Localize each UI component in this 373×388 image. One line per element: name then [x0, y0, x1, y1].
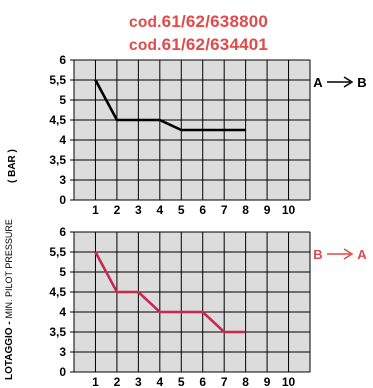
x-tick-label: 10 — [282, 203, 296, 217]
arrow-head-icon — [343, 76, 354, 88]
y-tick-label: 5 — [59, 93, 66, 107]
y-tick-label: 0 — [59, 365, 66, 379]
x-tick-label: 4 — [156, 203, 163, 217]
y-tick-label: 4,5 — [49, 113, 66, 127]
arrow-head-icon — [343, 248, 354, 260]
x-tick-label: 9 — [264, 203, 271, 217]
x-tick-label: 1 — [92, 203, 99, 217]
y-tick-label: 5,5 — [49, 73, 66, 87]
x-tick-label: 8 — [242, 375, 249, 388]
x-tick-label: 3 — [135, 203, 142, 217]
y-tick-label: 6 — [59, 53, 66, 67]
y-tick-label: 6 — [59, 225, 66, 239]
x-tick-label: 4 — [156, 375, 163, 388]
x-tick-label: 6 — [199, 203, 206, 217]
y-tick-label: 4 — [59, 133, 66, 147]
y-tick-label: 5,5 — [49, 245, 66, 259]
x-tick-label: 6 — [199, 375, 206, 388]
x-tick-label: 1 — [92, 375, 99, 388]
x-tick-label: 7 — [221, 203, 228, 217]
x-tick-label: 3 — [135, 375, 142, 388]
x-tick-label: 5 — [178, 375, 185, 388]
y-tick-label: 3,5 — [49, 153, 66, 167]
flow-to: B — [357, 75, 366, 90]
flow-from: A — [313, 75, 323, 90]
x-tick-label: 10 — [282, 375, 296, 388]
y-tick-label: 3 — [59, 173, 66, 187]
series-line — [94, 79, 246, 132]
x-tick-label: 5 — [178, 203, 185, 217]
product-code-1: cod.61/62/638800 — [129, 12, 269, 31]
y-axis-unit: ( BAR ) — [7, 149, 18, 183]
y-tick-label: 3 — [59, 345, 66, 359]
flow-to: A — [357, 247, 367, 262]
flow-from: B — [313, 247, 322, 262]
y-tick-label: 5 — [59, 265, 66, 279]
y-axis-unit-text: ( BAR ) — [7, 149, 18, 183]
y-tick-label: 3,5 — [49, 325, 66, 339]
x-tick-label: 2 — [114, 375, 121, 388]
y-tick-label: 4 — [59, 305, 66, 319]
y-axis-title-text: LOTAGGIO - MIN. PILOT PRESSURE — [4, 219, 15, 380]
x-tick-label: 8 — [242, 203, 249, 217]
x-tick-label: 9 — [264, 375, 271, 388]
plot-background — [74, 232, 310, 372]
y-tick-label: 4,5 — [49, 285, 66, 299]
x-tick-label: 2 — [114, 203, 121, 217]
y-axis-title: LOTAGGIO - MIN. PILOT PRESSURE — [4, 219, 15, 380]
product-code-2-value: 61/62/634401 — [161, 35, 269, 54]
product-code-1-value: 61/62/638800 — [161, 12, 269, 31]
product-code-2: cod.61/62/634401 — [129, 35, 269, 54]
series-line — [94, 251, 246, 334]
y-tick-label: 0 — [59, 193, 66, 207]
x-tick-label: 7 — [221, 375, 228, 388]
